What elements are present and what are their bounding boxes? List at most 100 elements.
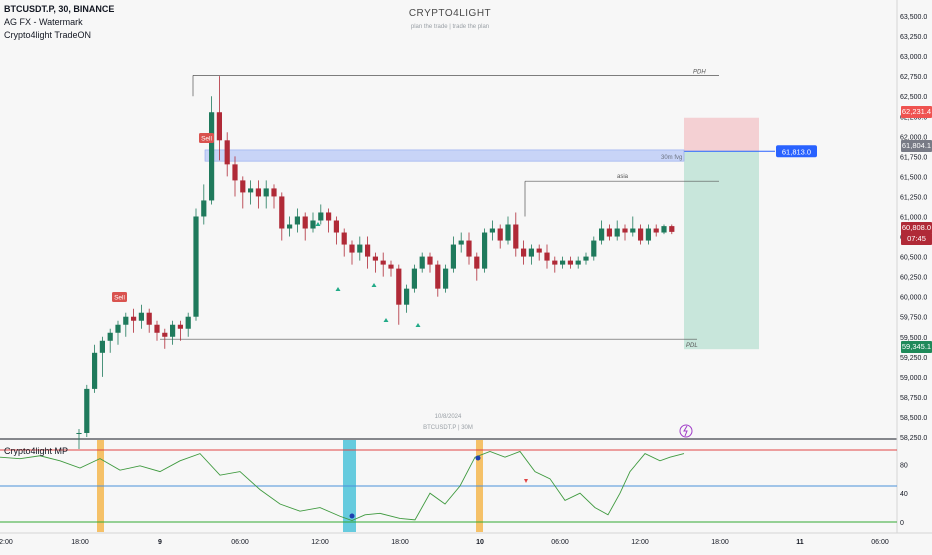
candle-body xyxy=(302,216,308,229)
candle-body xyxy=(349,244,355,253)
candle-body xyxy=(528,248,534,257)
candle-body xyxy=(357,244,363,253)
watermark-title: CRYPTO4LIGHT xyxy=(408,8,492,19)
candle-body xyxy=(76,432,82,434)
indicator-axis-label: 80 xyxy=(900,462,908,469)
candle-body xyxy=(263,188,269,197)
time-axis-label: 12:00 xyxy=(311,539,329,546)
candle-body xyxy=(638,228,644,241)
sell-signal-1[interactable]: Sell xyxy=(112,292,127,302)
time-axis-label: 18:00 xyxy=(711,539,729,546)
candle-body xyxy=(435,264,441,289)
candle-body xyxy=(224,140,230,165)
stop-price-tag: 59,345.1 xyxy=(901,341,932,353)
candle-body xyxy=(521,248,527,257)
candle-body xyxy=(123,316,129,325)
time-axis-label: 11 xyxy=(796,539,804,546)
candle-body xyxy=(630,228,636,233)
time-axis-label: 9 xyxy=(158,539,162,546)
candle-body xyxy=(443,268,449,289)
candle-body xyxy=(614,228,620,237)
lightning-bolt xyxy=(683,425,688,437)
candle-series xyxy=(76,76,675,450)
symbol-line[interactable]: BTCUSDT.P, 30, BINANCE xyxy=(4,4,114,15)
price-axis-label: 59,250.0 xyxy=(900,355,927,362)
candle-body xyxy=(138,312,144,321)
entry-price-badge[interactable] xyxy=(776,145,817,158)
candle-body xyxy=(294,216,300,225)
current-price-tag: 60,808.0 xyxy=(901,222,932,234)
candle-body xyxy=(489,228,495,233)
candle-body xyxy=(131,316,137,321)
candle-body xyxy=(177,324,183,329)
indicator-dot xyxy=(349,513,355,519)
watermark-subtitle: plan the trade | trade the plan xyxy=(410,24,490,30)
candle-body xyxy=(99,340,105,353)
target-price-tag: 62,231.4 xyxy=(901,106,932,118)
price-axis-label: 63,000.0 xyxy=(900,54,927,61)
candle-body xyxy=(107,332,113,341)
candle-body xyxy=(146,312,152,325)
indicator-pane-title[interactable]: Crypto4light MP xyxy=(4,446,69,456)
candle-body xyxy=(193,216,199,317)
position-target-zone[interactable] xyxy=(684,117,759,152)
candle-body xyxy=(450,244,456,269)
bar-countdown: 07:45 xyxy=(901,233,932,245)
indicator-axis-label: 0 xyxy=(900,520,904,527)
time-axis-label: 06:00 xyxy=(231,539,249,546)
candle-body xyxy=(458,240,464,245)
indicator-name-watermark[interactable]: AG FX - Watermark xyxy=(4,17,83,27)
candle-body xyxy=(232,164,238,181)
time-axis-label: 10 xyxy=(476,539,484,546)
price-axis-label: 58,500.0 xyxy=(900,415,927,422)
entry-price-text: 61,813.0 xyxy=(782,147,811,156)
sell-signal-2[interactable]: Sell xyxy=(199,133,214,143)
price-axis-label: 62,000.0 xyxy=(900,134,927,141)
indicator-pane[interactable] xyxy=(0,440,897,532)
indicator-line[interactable] xyxy=(0,450,685,522)
candle-body xyxy=(255,188,261,197)
asia-label: asia xyxy=(617,174,629,180)
symbol-label[interactable]: BTCUSDT.P, 30, BINANCE xyxy=(4,4,115,14)
price-axis-label: 61,250.0 xyxy=(900,194,927,201)
candle-body xyxy=(162,332,168,337)
indicator-name-tradeon[interactable]: Crypto4light TradeON xyxy=(4,30,92,40)
candle-body xyxy=(560,260,566,265)
candle-body xyxy=(583,256,589,261)
lightning-icon[interactable] xyxy=(679,424,693,438)
candle-body xyxy=(497,228,503,241)
candle-body xyxy=(333,220,339,233)
candle-body xyxy=(552,260,558,265)
candle-body xyxy=(115,324,121,333)
candle-body xyxy=(567,260,573,265)
watermark-date: 10/8/2024 xyxy=(435,414,462,420)
indicator-down-arrow xyxy=(524,479,528,483)
candle-body xyxy=(575,260,581,265)
candle-body xyxy=(419,256,425,269)
price-axis-label: 63,250.0 xyxy=(900,34,927,41)
price-axis-label: 59,750.0 xyxy=(900,315,927,322)
fvg-price-tag: 61,804.1 xyxy=(901,140,932,152)
price-axis-label: 58,750.0 xyxy=(900,395,927,402)
price-axis-label: 60,000.0 xyxy=(900,295,927,302)
sell-badge-label: Sell xyxy=(114,295,125,302)
candle-body xyxy=(201,200,207,217)
indicator-axis-label: 40 xyxy=(900,491,908,498)
candle-body xyxy=(404,288,410,305)
fvg-label: 30m fvg xyxy=(661,155,682,161)
candle-body xyxy=(92,352,98,389)
position-stop-zone[interactable] xyxy=(684,151,759,350)
candle-body xyxy=(474,256,480,269)
price-axis-label: 58,250.0 xyxy=(900,435,927,442)
time-axis-label: 06:00 xyxy=(551,539,569,546)
price-axis-label: 60,250.0 xyxy=(900,275,927,282)
candle-body xyxy=(482,232,488,269)
candle-body xyxy=(606,228,612,237)
candle-body xyxy=(318,212,324,221)
fvg-zone[interactable] xyxy=(204,149,685,162)
candle-body xyxy=(591,240,597,257)
indicator-dot xyxy=(475,455,481,461)
price-axis-label: 61,750.0 xyxy=(900,154,927,161)
